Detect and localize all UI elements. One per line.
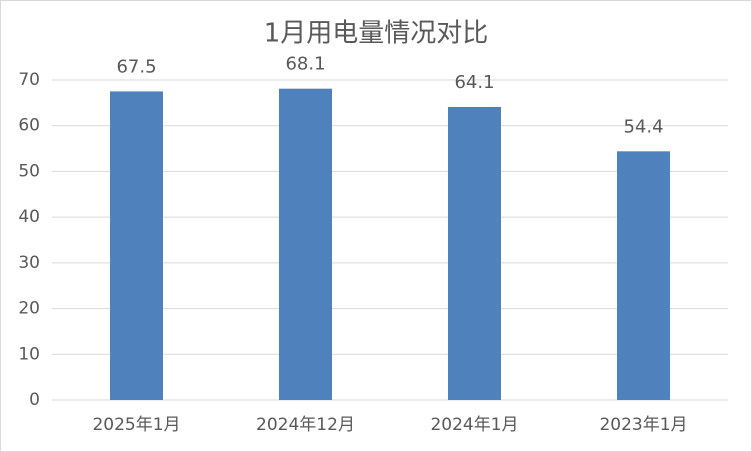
y-tick-label: 60 bbox=[18, 116, 40, 136]
x-tick-label: 2024年1月 bbox=[430, 415, 518, 435]
y-tick-label: 40 bbox=[18, 207, 40, 227]
bar bbox=[617, 151, 670, 400]
y-tick-label: 50 bbox=[18, 161, 40, 181]
data-label: 64.1 bbox=[454, 72, 494, 93]
y-tick-label: 30 bbox=[18, 253, 40, 273]
y-tick-label: 70 bbox=[18, 70, 40, 90]
chart-title: 1月用电量情况对比 bbox=[264, 19, 489, 49]
bar bbox=[110, 91, 163, 400]
y-tick-label: 20 bbox=[18, 299, 40, 319]
bar bbox=[448, 106, 501, 400]
data-label: 68.1 bbox=[285, 54, 325, 75]
y-tick-label: 10 bbox=[18, 344, 40, 364]
x-tick-label: 2024年12月 bbox=[256, 415, 355, 435]
data-label: 67.5 bbox=[116, 56, 156, 77]
x-tick-label: 2025年1月 bbox=[92, 415, 180, 435]
data-label: 54.4 bbox=[623, 116, 663, 137]
bar bbox=[279, 88, 332, 400]
y-tick-label: 0 bbox=[29, 390, 40, 410]
x-tick-label: 2023年1月 bbox=[599, 415, 687, 435]
